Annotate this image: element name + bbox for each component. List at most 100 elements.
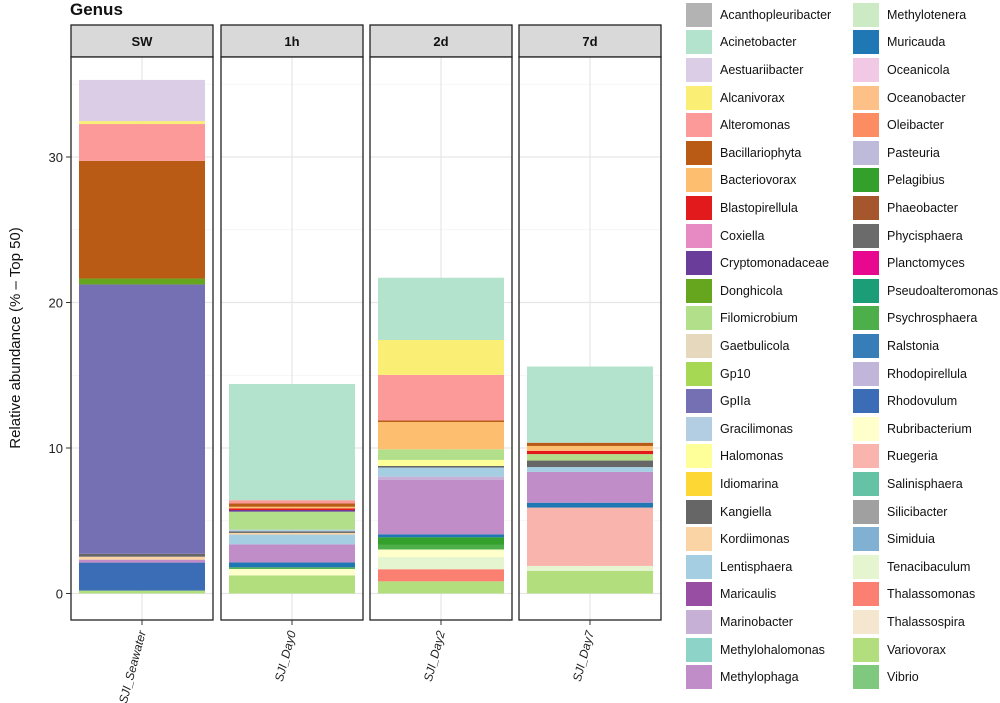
legend-swatch: [853, 665, 879, 690]
x-tick-label: SJI_Seawater: [116, 628, 149, 703]
legend-swatch: [853, 30, 879, 55]
bar-segment-muricauda: [527, 502, 653, 508]
legend-label: Planctomyces: [887, 256, 965, 271]
legend-swatch: [686, 609, 712, 634]
legend-swatch: [853, 361, 879, 386]
legend-label: GpIIa: [720, 394, 751, 409]
legend-label: Pasteuria: [887, 145, 940, 160]
legend-swatch: [686, 416, 712, 441]
legend-swatch: [686, 637, 712, 662]
stacked-bar-chart: Genus Relative abundance (% – Top 50) SW…: [7, 0, 662, 703]
legend-swatch: [686, 57, 712, 82]
legend-swatch: [686, 2, 712, 27]
y-axis-label: Relative abundance (% – Top 50): [7, 227, 24, 449]
legend-swatch: [853, 527, 879, 552]
legend-label: Aestuariibacter: [720, 62, 804, 77]
legend-swatch: [686, 251, 712, 276]
bar-segment-thalassomonas: [378, 569, 504, 582]
legend-swatch: [686, 444, 712, 469]
legend-swatch: [853, 85, 879, 110]
legend-label: Bacillariophyta: [720, 145, 802, 160]
bar-segment-pelagibius: [378, 537, 504, 545]
legend-swatch: [853, 223, 879, 248]
y-tick-label: 0: [56, 587, 63, 602]
legend-label: Gracilimonas: [720, 421, 793, 436]
legend-label: Cryptomonadaceae: [720, 256, 830, 271]
legend-label: Psychrosphaera: [887, 311, 978, 326]
legend-swatch: [853, 499, 879, 524]
legend-label: Tenacibaculum: [887, 559, 971, 574]
legend-swatch: [686, 30, 712, 55]
facet-panel-2d: 2d SJI_Day2: [369, 24, 513, 683]
legend-item: Methylotenera: [853, 1, 966, 29]
facet-strip-label: 2d: [433, 34, 448, 49]
legend-item: Kangiella: [686, 498, 771, 526]
legend-label: Idiomarina: [720, 476, 779, 491]
bar-segment-muricauda: [229, 562, 355, 568]
legend-item: Bacteriovorax: [686, 167, 796, 195]
legend-item: Rhodovulum: [853, 387, 957, 415]
legend-swatch: [853, 389, 879, 414]
y-tick-label: 10: [49, 441, 63, 456]
bar-segment-acinetobacter: [378, 277, 504, 341]
legend-label: Coxiella: [720, 228, 765, 243]
bar-segment-methylophaga: [378, 479, 504, 535]
legend-item: Oleibacter: [853, 111, 944, 139]
x-tick-label: SJI_Day2: [421, 629, 448, 683]
bar-segment-alteromonas: [229, 500, 355, 504]
legend-label: Acinetobacter: [720, 35, 797, 50]
bar-segment-bacteriovorax: [378, 421, 504, 450]
legend-label: Alteromonas: [720, 118, 791, 133]
bar-segment-kordiimonas: [229, 532, 355, 535]
legend-item: Bacillariophyta: [686, 139, 801, 167]
legend-item: Rhodopirellula: [853, 360, 967, 388]
facet-strip: [369, 24, 513, 58]
legend-item: Maricaulis: [686, 581, 776, 609]
legend-label: Methylophaga: [720, 670, 799, 685]
legend-swatch: [686, 582, 712, 607]
bar-segment-cryptomonadaceae: [229, 510, 355, 512]
legend-item: Oceanobacter: [853, 84, 966, 112]
legend-item: Alteromonas: [686, 111, 790, 139]
legend-item: Filomicrobium: [686, 305, 798, 333]
bar-segment-muricauda: [378, 534, 504, 538]
bar-segment-psychrosphaera: [378, 544, 504, 550]
legend-swatch: [853, 637, 879, 662]
legend-swatch: [853, 306, 879, 331]
facet-strip-label: 7d: [582, 34, 597, 49]
bar-segment-tenacibaculum: [527, 565, 653, 571]
legend-swatch: [686, 85, 712, 110]
legend-label: Oleibacter: [887, 118, 944, 133]
facet-strip: [70, 24, 214, 58]
legend-item: Acanthopleuribacter: [686, 1, 831, 29]
facet-panel-SW: SW SJI_Seawater: [70, 24, 214, 703]
legend-swatch: [686, 113, 712, 138]
bar-segment-tenacibaculum: [378, 557, 504, 570]
legend-label: Pelagibius: [887, 173, 945, 188]
bar-segment-rhodovulum: [79, 562, 205, 591]
legend-item: Vibrio: [853, 663, 919, 691]
bar-segment-methylophaga: [527, 471, 653, 503]
legend-label: Gp10: [720, 366, 751, 381]
bar-segment-kangiella: [79, 553, 205, 557]
legend-item: Blastopirellula: [686, 194, 798, 222]
legend-swatch: [686, 195, 712, 220]
bar-segment-bacillariophyta: [229, 503, 355, 507]
legend-label: Rhodopirellula: [887, 366, 967, 381]
bar-segment-alcanivorax: [79, 121, 205, 125]
x-tick-label: SJI_Day0: [272, 629, 299, 683]
legend-swatch: [686, 278, 712, 303]
y-tick-label: 20: [49, 296, 63, 311]
legend-label: Oceanicola: [887, 62, 950, 77]
legend-swatch: [853, 471, 879, 496]
legend-swatch: [853, 168, 879, 193]
legend-label: Gaetbulicola: [720, 338, 790, 353]
bar-segment-ruegeria: [527, 507, 653, 566]
legend-label: Bacteriovorax: [720, 173, 797, 188]
legend-label: Methylohalomonas: [720, 642, 825, 657]
legend-item: Thalassospira: [853, 608, 965, 636]
bar-segment-methylophaga: [229, 544, 355, 563]
legend-item: Thalassomonas: [853, 581, 975, 609]
legend-label: Rhodovulum: [887, 394, 958, 409]
facet-panel-7d: 7d SJI_Day7: [518, 24, 662, 683]
